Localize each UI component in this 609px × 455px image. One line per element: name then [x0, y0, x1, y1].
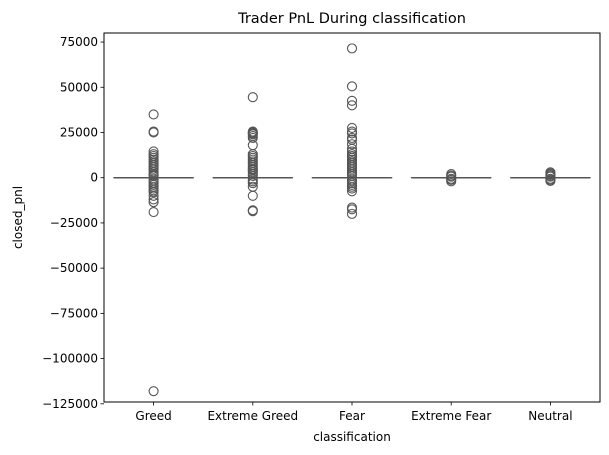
outlier-point	[148, 386, 159, 397]
x-axis-label: classification	[313, 430, 391, 444]
outlier-point	[346, 204, 358, 215]
x-axis: Greed Extreme Greed Fear Extreme Fear Neutra…	[135, 402, 573, 423]
outlier-point	[148, 207, 159, 218]
box-group	[212, 92, 294, 217]
box-group	[410, 169, 492, 187]
outlier-point	[148, 190, 159, 201]
x-tick-label: Extreme Fear	[411, 409, 491, 423]
outlier-point	[545, 175, 556, 187]
y-tick-label: −125000	[42, 397, 98, 411]
y-axis: 75000 50000 25000 0 −25000 −50000 −75000 −10000…	[42, 35, 104, 411]
outlier-point	[148, 127, 159, 138]
outlier-point	[148, 187, 159, 198]
box-group	[510, 167, 591, 187]
outlier-point	[247, 170, 258, 181]
y-tick-label: −100000	[42, 352, 98, 366]
outlier-point	[346, 81, 358, 92]
outlier-point	[446, 176, 457, 187]
box-group	[311, 43, 393, 219]
outlier-point	[247, 178, 258, 189]
y-axis-label: closed_pnl	[11, 186, 25, 249]
y-tick-label: 25000	[60, 125, 98, 139]
outlier-point	[247, 206, 258, 217]
x-tick-label: Extreme Greed	[207, 409, 298, 423]
x-tick-label: Fear	[339, 409, 365, 423]
outlier-point	[346, 43, 358, 54]
outlier-point	[346, 146, 358, 157]
outlier-point	[346, 208, 358, 219]
y-tick-label: 75000	[60, 35, 98, 49]
outlier-point	[346, 95, 358, 106]
outlier-point	[148, 109, 159, 120]
box-group	[113, 109, 194, 397]
y-tick-label: −25000	[50, 216, 98, 230]
outlier-point	[346, 186, 358, 197]
x-tick-label: Greed	[135, 409, 171, 423]
outlier-point	[346, 122, 358, 134]
y-tick-label: 0	[90, 171, 98, 185]
outlier-point	[148, 194, 159, 205]
outlier-point	[346, 139, 358, 150]
axes-frame	[103, 32, 601, 403]
y-tick-label: 50000	[60, 80, 98, 94]
outlier-point	[346, 128, 358, 139]
outlier-point	[148, 197, 159, 208]
x-tick-label: Neutral	[528, 409, 572, 423]
outlier-point	[247, 132, 258, 143]
outlier-point	[346, 183, 358, 194]
y-tick-label: −50000	[50, 261, 98, 275]
outlier-point	[346, 100, 358, 111]
plot-area	[113, 43, 591, 397]
outlier-point	[247, 190, 258, 201]
chart-title: Trader PnL During classification	[237, 11, 466, 27]
outlier-point	[148, 146, 159, 157]
outlier-point	[247, 92, 258, 103]
y-tick-label: −75000	[50, 306, 98, 320]
